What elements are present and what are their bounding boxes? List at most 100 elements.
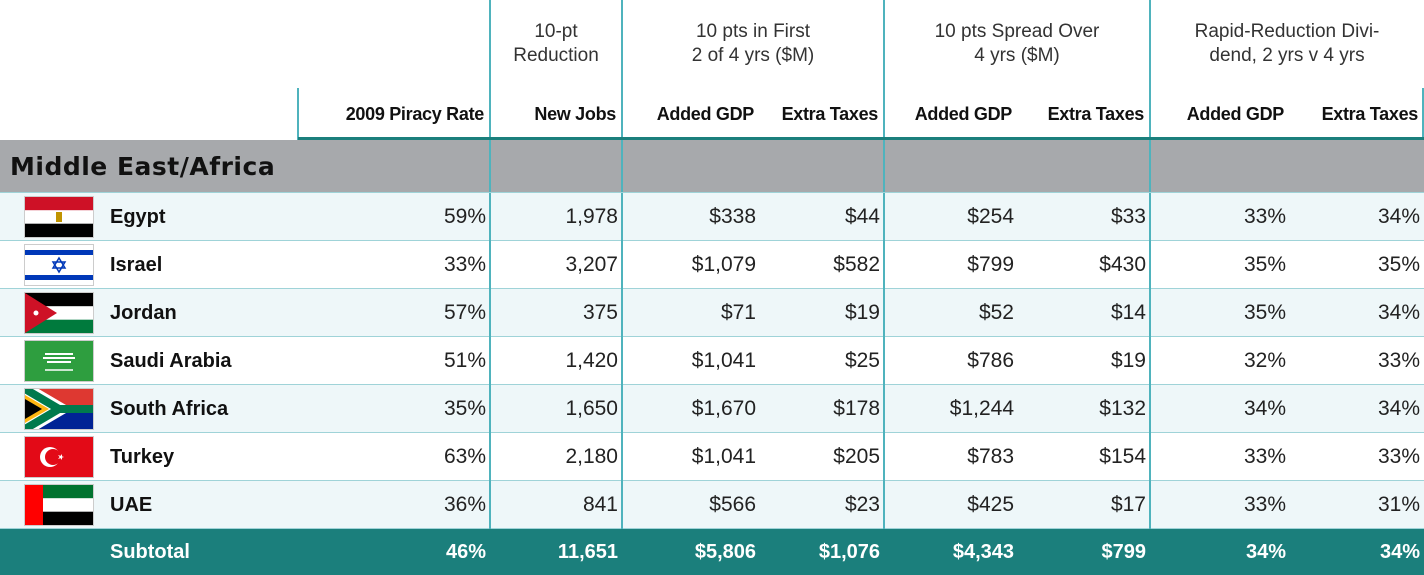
row-rule xyxy=(0,336,1424,337)
column-rule xyxy=(1149,0,1151,529)
column-header: Added GDP xyxy=(914,103,1013,124)
column-header: Added GDP xyxy=(1186,103,1285,124)
column-header: 2009 Piracy Rate xyxy=(345,103,485,124)
column-header: Added GDP xyxy=(656,103,755,124)
column-header: Extra Taxes xyxy=(1321,103,1419,124)
country-name: Jordan xyxy=(110,301,177,324)
header-line: 10 pts in First xyxy=(695,21,811,42)
row-rule xyxy=(298,137,1424,140)
row-band xyxy=(0,289,1424,337)
subtotal-cell: $1,076 xyxy=(818,540,880,563)
cell: 35% xyxy=(1377,253,1420,276)
cell: $19 xyxy=(844,301,880,324)
flag xyxy=(24,340,94,382)
cell: 35% xyxy=(1243,301,1286,324)
group-header: 10 pts Spread Over 4 yrs ($M) xyxy=(884,0,1150,88)
cell: $44 xyxy=(844,205,880,228)
cell: 1,978 xyxy=(565,205,618,228)
subtotal-label: Subtotal xyxy=(110,540,190,563)
cell: $1,079 xyxy=(691,253,756,276)
cell: $430 xyxy=(1099,253,1146,276)
country-name: UAE xyxy=(110,493,153,516)
cell: 33% xyxy=(1243,445,1286,468)
cell: 35% xyxy=(1243,253,1286,276)
flag xyxy=(24,388,94,430)
flag xyxy=(24,196,94,238)
flag xyxy=(24,484,94,526)
cell: $1,041 xyxy=(691,445,756,468)
group-header: 10-pt Reduction xyxy=(490,0,622,88)
row-band xyxy=(0,337,1424,385)
subtotal-cell: 46% xyxy=(445,540,486,563)
column-rule xyxy=(489,0,491,529)
cell: 34% xyxy=(1243,397,1286,420)
cell: $178 xyxy=(833,397,880,420)
column-rule xyxy=(297,88,299,140)
cell: 33% xyxy=(443,253,486,276)
cell: 33% xyxy=(1243,205,1286,228)
cell: 36% xyxy=(443,493,486,516)
cell: 34% xyxy=(1377,205,1420,228)
flag xyxy=(24,244,94,286)
column-header: New Jobs xyxy=(534,103,616,124)
cell: $1,244 xyxy=(949,397,1014,420)
cell: $23 xyxy=(844,493,880,516)
subtotal-band xyxy=(0,529,1424,575)
cell: 1,650 xyxy=(565,397,618,420)
cell: 375 xyxy=(582,301,618,324)
cell: $33 xyxy=(1110,205,1146,228)
row-band xyxy=(0,241,1424,289)
row-rule xyxy=(0,384,1424,385)
subtotal-cell: 34% xyxy=(1245,540,1286,563)
cell: $786 xyxy=(967,349,1014,372)
cell: 57% xyxy=(443,301,486,324)
header-line: Rapid-Reduction Divi- xyxy=(1194,21,1380,42)
cell: 35% xyxy=(443,397,486,420)
row-band xyxy=(0,193,1424,241)
cell: $25 xyxy=(844,349,880,372)
header-line: 4 yrs ($M) xyxy=(974,45,1060,66)
row-rule xyxy=(0,528,1424,529)
cell: 841 xyxy=(582,493,618,516)
row-rule xyxy=(0,192,1424,193)
cell: 34% xyxy=(1377,301,1420,324)
row-rule xyxy=(0,240,1424,241)
cell: $799 xyxy=(967,253,1014,276)
country-name: Turkey xyxy=(110,445,175,468)
cell: $154 xyxy=(1099,445,1146,468)
cell: $566 xyxy=(709,493,756,516)
row-band xyxy=(0,433,1424,481)
cell: $783 xyxy=(967,445,1014,468)
cell: 32% xyxy=(1243,349,1286,372)
header-line: Reduction xyxy=(513,45,599,66)
cell: $132 xyxy=(1099,397,1146,420)
country-name: Israel xyxy=(110,253,163,276)
cell: $1,670 xyxy=(691,397,756,420)
cell: 1,420 xyxy=(565,349,618,372)
row-rule xyxy=(0,480,1424,481)
group-header: 10 pts in First 2 of 4 yrs ($M) xyxy=(622,0,884,88)
country-name: South Africa xyxy=(110,397,229,420)
header-line: 10 pts Spread Over xyxy=(934,21,1100,42)
group-header: Rapid-Reduction Divi-dend, 2 yrs v 4 yrs xyxy=(1150,0,1424,88)
cell: $71 xyxy=(720,301,756,324)
cell: 2,180 xyxy=(565,445,618,468)
cell: 59% xyxy=(443,205,486,228)
header-line: dend, 2 yrs v 4 yrs xyxy=(1209,45,1365,66)
cell: 33% xyxy=(1377,445,1420,468)
country-name: Saudi Arabia xyxy=(110,349,232,372)
header-line: 10-pt xyxy=(534,21,578,42)
country-name: Egypt xyxy=(110,205,166,228)
row-band xyxy=(0,385,1424,433)
column-rule xyxy=(883,0,885,529)
section-title: Middle East/Africa xyxy=(10,152,276,181)
cell: 63% xyxy=(443,445,486,468)
subtotal-cell: $4,343 xyxy=(952,540,1014,563)
cell: $582 xyxy=(833,253,880,276)
subtotal-cell: 34% xyxy=(1379,540,1420,563)
row-rule xyxy=(0,288,1424,289)
cell: $338 xyxy=(709,205,756,228)
cell: 51% xyxy=(443,349,486,372)
flag xyxy=(24,436,94,478)
